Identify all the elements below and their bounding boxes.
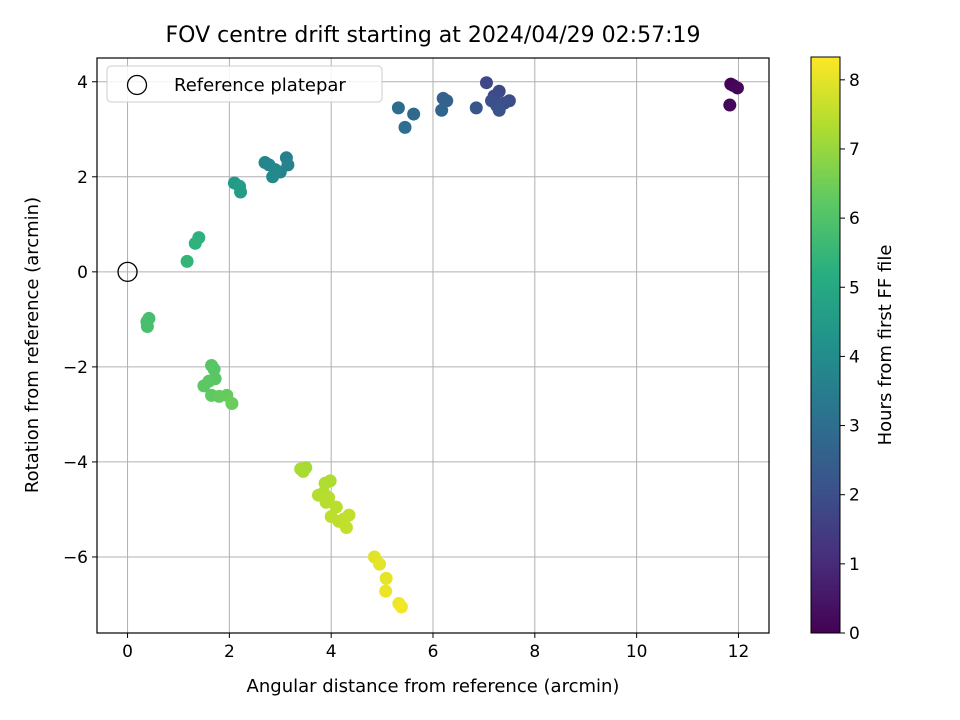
- data-point: [492, 103, 506, 117]
- data-point: [373, 557, 387, 571]
- data-point: [379, 571, 393, 585]
- colorbar: 0 1 2 3 4 5 6 7 8 Hours from first FF file: [810, 56, 896, 644]
- data-point: [140, 319, 154, 333]
- data-point: [479, 76, 493, 90]
- y-tick-label: −6: [63, 548, 88, 568]
- data-point: [319, 495, 333, 509]
- data-point: [723, 98, 737, 112]
- colorbar-ticks: 0 1 2 3 4 5 6 7 8: [840, 71, 860, 644]
- x-tick-label: 10: [626, 642, 648, 662]
- y-tick-label: 2: [77, 168, 88, 188]
- y-tick-label: 4: [77, 73, 88, 93]
- data-point: [266, 170, 280, 184]
- data-point: [407, 107, 421, 121]
- legend-marker: [126, 74, 148, 96]
- y-axis-label: Rotation from reference (arcmin): [22, 197, 43, 493]
- grid: [97, 58, 769, 633]
- colorbar-tick-label: 2: [849, 486, 860, 506]
- y-tick-label: −2: [63, 358, 88, 378]
- y-tick-label: −4: [63, 453, 88, 473]
- x-tick-label: 6: [428, 642, 439, 662]
- colorbar-label: Hours from first FF file: [875, 245, 896, 446]
- colorbar-tick-label: 3: [849, 417, 860, 437]
- y-tick-label: 0: [77, 263, 88, 283]
- data-point: [391, 101, 405, 115]
- colorbar-tick-label: 7: [849, 140, 860, 160]
- legend-label: Reference platepar: [174, 75, 346, 96]
- data-point: [440, 94, 454, 108]
- x-tick-label: 0: [122, 642, 133, 662]
- colorbar-tick-label: 6: [849, 209, 860, 229]
- data-point: [398, 120, 412, 134]
- x-tick-label: 2: [224, 642, 235, 662]
- x-axis: 0 2 4 6 8 10 12: [122, 633, 749, 662]
- legend-box: [106, 65, 383, 103]
- colorbar-tick-label: 1: [849, 555, 860, 575]
- x-tick-label: 12: [728, 642, 750, 662]
- data-point: [197, 379, 211, 393]
- colorbar-tick-label: 4: [849, 347, 860, 367]
- data-point: [323, 474, 337, 488]
- data-point: [435, 103, 449, 117]
- data-point: [188, 236, 202, 250]
- data-point: [180, 254, 194, 268]
- reference-marker-layer: [117, 261, 138, 282]
- data-point: [207, 362, 221, 376]
- colorbar-tick-label: 5: [849, 278, 860, 298]
- data-point: [339, 521, 353, 535]
- data-point: [379, 584, 393, 598]
- data-point: [329, 500, 343, 514]
- data-points: [140, 76, 744, 614]
- x-tick-label: 8: [529, 642, 540, 662]
- colorbar-tick-label: 0: [849, 624, 860, 644]
- colorbar-gradient: [810, 56, 841, 634]
- data-point: [469, 101, 483, 115]
- data-point: [394, 600, 408, 614]
- data-point: [294, 462, 308, 476]
- y-axis: −6 −4 −2 0 2 4: [63, 73, 97, 568]
- data-point: [234, 185, 248, 199]
- x-tick-label: 4: [326, 642, 337, 662]
- legend: Reference platepar: [106, 65, 383, 103]
- chart-title: FOV centre drift starting at 2024/04/29 …: [166, 23, 701, 48]
- colorbar-tick-label: 8: [849, 71, 860, 91]
- data-point: [225, 396, 239, 410]
- x-axis-label: Angular distance from reference (arcmin): [247, 676, 620, 697]
- data-point: [730, 81, 744, 95]
- data-point: [342, 508, 356, 522]
- reference-point-marker: [117, 261, 138, 282]
